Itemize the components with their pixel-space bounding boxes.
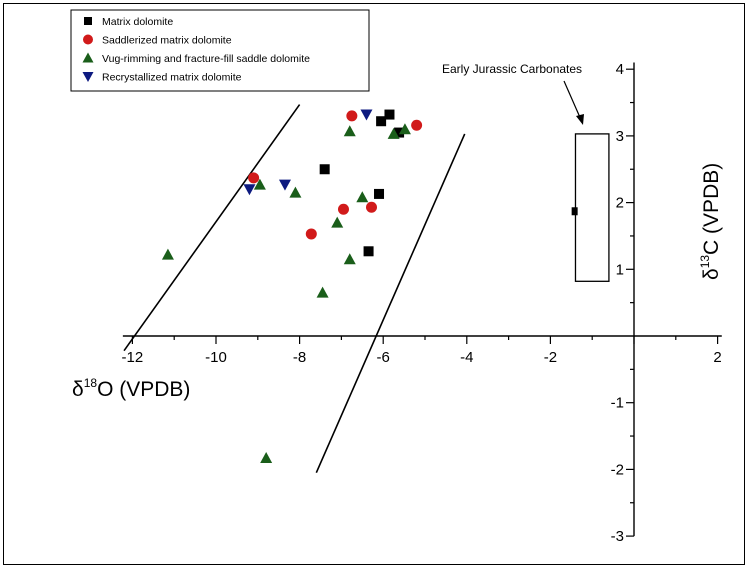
data-point-triangle-up bbox=[343, 125, 356, 137]
data-point-circle bbox=[365, 201, 377, 213]
x-tick-label: -6 bbox=[377, 349, 390, 366]
y-tick-label: -1 bbox=[611, 395, 624, 412]
data-point-triangle-up bbox=[253, 178, 266, 190]
data-point-triangle-down bbox=[278, 179, 291, 191]
legend-marker-triangle-up bbox=[82, 52, 94, 63]
data-point-circle bbox=[305, 228, 317, 240]
data-point-triangle-down bbox=[360, 109, 373, 121]
data-point-triangle-up bbox=[260, 452, 273, 464]
trend-lines bbox=[123, 104, 466, 474]
axes: -12 -10 -8 -6 -4 -2 2 -3 -2 -1 1 2 3 4 bbox=[122, 61, 722, 545]
data-point-triangle-up bbox=[356, 191, 369, 203]
annotation-arrow-head bbox=[576, 114, 584, 125]
x-axis-title: δ18O (VPDB) bbox=[72, 376, 190, 401]
data-point-triangle-up bbox=[161, 248, 174, 260]
legend-marker-square bbox=[84, 17, 92, 25]
legend-marker-triangle-down bbox=[82, 72, 94, 82]
legend-box bbox=[70, 9, 370, 92]
x-tick-label: -10 bbox=[205, 349, 227, 366]
legend-entry-label: Matrix dolomite bbox=[102, 16, 173, 28]
y-tick-label: 4 bbox=[616, 61, 624, 78]
data-point-triangle-down bbox=[243, 184, 256, 196]
chart-frame: -12 -10 -8 -6 -4 -2 2 -3 -2 -1 1 2 3 4 Early Jurassic… bbox=[3, 3, 745, 565]
data-point-circle bbox=[346, 110, 358, 122]
annotation-arrow-shaft bbox=[563, 80, 583, 123]
legend: Matrix dolomite Saddlerized matrix dolomi… bbox=[70, 9, 370, 92]
legend-entry-label: Recrystallized matrix dolomite bbox=[102, 72, 242, 84]
data-point-square bbox=[319, 164, 330, 175]
early-jurassic-box: Early Jurassic Carbonates bbox=[442, 62, 610, 282]
y-axis-title: δ13C (VPDB) bbox=[698, 163, 723, 280]
scatter-chart: -12 -10 -8 -6 -4 -2 2 -3 -2 -1 1 2 3 4 Early Jurassic… bbox=[70, 9, 723, 545]
y-tick-label: 1 bbox=[616, 261, 624, 278]
trend-line-1 bbox=[123, 104, 301, 352]
x-tick-label: -8 bbox=[293, 349, 306, 366]
carbonate-box-label: Early Jurassic Carbonates bbox=[442, 62, 582, 76]
data-point-triangle-up bbox=[398, 123, 411, 135]
data-point-circle bbox=[411, 119, 423, 131]
data-point-square bbox=[394, 127, 405, 138]
data-point-square bbox=[363, 246, 374, 257]
y-tick-label: -2 bbox=[611, 461, 624, 478]
legend-marker-circle bbox=[83, 34, 93, 45]
y-tick-label: -3 bbox=[611, 528, 624, 545]
data-points bbox=[161, 109, 423, 464]
carbonate-mean-marker bbox=[571, 207, 578, 216]
data-point-triangle-up bbox=[316, 286, 329, 298]
x-tick-label: -4 bbox=[460, 349, 473, 366]
data-point-triangle-up bbox=[289, 186, 302, 198]
data-point-triangle-up bbox=[387, 127, 400, 139]
data-point-square bbox=[374, 188, 385, 199]
y-tick-label: 3 bbox=[616, 128, 624, 145]
x-tick-label: -12 bbox=[122, 349, 144, 366]
data-point-circle bbox=[248, 172, 260, 184]
y-tick-label: 2 bbox=[616, 195, 624, 212]
x-tick-label: -2 bbox=[544, 349, 557, 366]
data-point-square bbox=[384, 109, 395, 120]
carbonate-range-box bbox=[574, 133, 610, 282]
legend-entry-label: Vug-rimming and fracture-fill saddle dol… bbox=[102, 53, 310, 65]
legend-entry-label: Saddlerized matrix dolomite bbox=[102, 35, 232, 47]
data-point-triangle-up bbox=[343, 253, 356, 265]
data-point-triangle-up bbox=[331, 216, 344, 228]
data-point-circle bbox=[337, 203, 349, 215]
x-tick-label: 2 bbox=[713, 349, 721, 366]
trend-line-2 bbox=[315, 133, 466, 474]
data-point-square bbox=[376, 116, 387, 127]
